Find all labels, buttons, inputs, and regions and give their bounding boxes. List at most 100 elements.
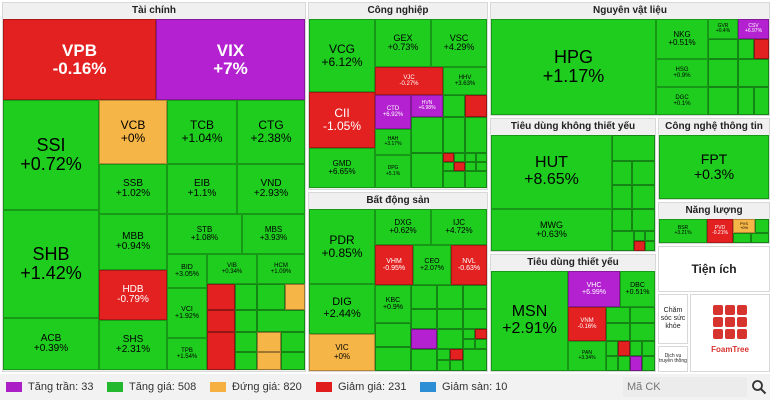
small-tile[interactable]	[612, 161, 632, 185]
small-tile[interactable]	[612, 209, 632, 231]
small-tile[interactable]	[618, 341, 630, 356]
stock-tile-dgc[interactable]: DGC +0.1%	[656, 87, 708, 115]
stock-code-search-input[interactable]	[623, 377, 747, 397]
small-tile[interactable]	[751, 233, 769, 243]
small-tile[interactable]	[281, 332, 305, 352]
stock-tile-ssi[interactable]: SSI +0.72%	[3, 100, 99, 210]
stock-tile-hsg[interactable]: HSG +0.9%	[656, 59, 708, 87]
small-tile[interactable]	[257, 310, 305, 332]
stock-tile-msn[interactable]: MSN +2.91%	[491, 271, 568, 371]
small-tile[interactable]	[476, 162, 487, 171]
small-tile[interactable]	[465, 171, 487, 188]
stock-tile-nkg[interactable]: NKG +0.51%	[656, 19, 708, 59]
small-tile[interactable]	[708, 39, 738, 59]
small-tile[interactable]	[632, 161, 655, 185]
stock-tile-vcg[interactable]: VCG +6.12%	[309, 19, 375, 92]
small-tile[interactable]	[437, 309, 463, 329]
stock-tile-kbc[interactable]: KBC +0.9%	[375, 285, 411, 323]
small-tile[interactable]	[257, 332, 281, 352]
stock-tile-shb[interactable]: SHB +1.42%	[3, 210, 99, 318]
small-tile[interactable]	[437, 360, 450, 371]
stock-tile-pvd[interactable]: PVD -0.21%	[707, 219, 733, 243]
stock-tile-mwg[interactable]: MWG +0.63%	[491, 209, 612, 251]
stock-tile-nvl[interactable]: NVL -0.63%	[451, 245, 487, 285]
small-tile[interactable]	[642, 356, 655, 371]
small-tile[interactable]	[443, 171, 465, 188]
small-tile[interactable]	[437, 285, 463, 309]
small-tile[interactable]	[476, 153, 487, 162]
small-tile[interactable]	[411, 349, 437, 371]
small-tile[interactable]	[463, 329, 475, 339]
stock-tile-bsr[interactable]: BSR +3.21%	[659, 219, 707, 243]
small-tile[interactable]	[612, 185, 632, 209]
stock-tile-vnd[interactable]: VND +2.93%	[237, 164, 305, 214]
stock-tile-pdr[interactable]: PDR +0.85%	[309, 209, 375, 284]
small-tile[interactable]	[755, 219, 769, 233]
stock-tile-pan[interactable]: PAN +3.34%	[568, 341, 606, 371]
sector-dich-vu-truyen-thong[interactable]: Dịch vụ truyền thông	[658, 346, 688, 372]
small-tile[interactable]	[463, 309, 487, 329]
stock-tile-dpg[interactable]: DPG +5.1%	[375, 155, 411, 188]
small-tile[interactable]	[475, 329, 487, 339]
small-tile[interactable]	[411, 309, 437, 329]
small-tile[interactable]	[281, 352, 305, 370]
stock-tile-vhm[interactable]: VHM -0.95%	[375, 245, 413, 285]
small-tile[interactable]	[443, 153, 454, 162]
small-tile[interactable]	[257, 352, 281, 370]
small-tile[interactable]	[235, 284, 257, 310]
small-tile[interactable]	[612, 231, 634, 251]
small-tile[interactable]	[738, 87, 754, 115]
small-tile[interactable]	[437, 329, 463, 349]
small-tile[interactable]	[463, 349, 487, 371]
stock-tile-acb[interactable]: ACB +0.39%	[3, 318, 99, 370]
small-tile[interactable]	[454, 153, 465, 162]
small-tile[interactable]	[630, 341, 642, 356]
small-tile[interactable]	[733, 233, 751, 243]
small-tile[interactable]	[606, 323, 630, 341]
small-tile[interactable]	[465, 153, 476, 162]
small-tile[interactable]	[630, 307, 655, 323]
small-tile[interactable]	[235, 352, 257, 370]
small-tile[interactable]	[257, 284, 285, 310]
small-tile[interactable]	[606, 307, 630, 323]
small-tile[interactable]	[645, 241, 655, 251]
small-tile[interactable]	[375, 347, 411, 371]
small-tile[interactable]	[207, 332, 235, 370]
small-tile[interactable]	[738, 39, 754, 59]
stock-tile-vpb[interactable]: VPB -0.16%	[3, 19, 156, 100]
stock-tile-stb[interactable]: STB +1.08%	[167, 214, 242, 254]
stock-tile-ijc[interactable]: IJC +4.72%	[431, 209, 487, 245]
small-tile[interactable]	[754, 39, 769, 59]
stock-tile-vci[interactable]: VCI +1.92%	[167, 288, 207, 338]
small-tile[interactable]	[450, 360, 463, 371]
stock-tile-ctg[interactable]: CTG +2.38%	[237, 100, 305, 164]
sector-tien-ich[interactable]: Tiện ích	[658, 246, 770, 292]
stock-tile-eib[interactable]: EIB +1.1%	[167, 164, 237, 214]
small-tile[interactable]	[632, 209, 655, 231]
small-tile[interactable]	[754, 87, 769, 115]
small-tile[interactable]	[618, 356, 630, 371]
small-tile[interactable]	[411, 153, 443, 188]
small-tile[interactable]	[642, 341, 655, 356]
small-tile[interactable]	[437, 349, 450, 360]
small-tile[interactable]	[708, 87, 738, 115]
small-tile[interactable]	[606, 356, 618, 371]
stock-tile-hhv[interactable]: HHV +3.63%	[443, 67, 487, 95]
stock-tile-hah[interactable]: HAH +3.17%	[375, 129, 411, 155]
stock-tile-mbs[interactable]: MBS +3.93%	[242, 214, 305, 254]
stock-tile-cii[interactable]: CII -1.05%	[309, 92, 375, 148]
small-tile[interactable]	[738, 59, 769, 87]
small-tile[interactable]	[630, 356, 642, 371]
stock-tile-shs[interactable]: SHS +2.31%	[99, 320, 167, 370]
stock-tile-hut[interactable]: HUT +8.65%	[491, 135, 612, 209]
stock-tile-gvr[interactable]: GVR +0.4%	[708, 19, 738, 39]
stock-tile-csv[interactable]: CSV +6.97%	[738, 19, 769, 39]
stock-tile-ctd[interactable]: CTD +6.92%	[375, 95, 411, 129]
stock-tile-vnm[interactable]: VNM -0.16%	[568, 307, 606, 341]
small-tile[interactable]	[207, 310, 235, 332]
sector-cham-soc-suc-khoe[interactable]: Chăm sóc sức khỏe	[658, 294, 688, 344]
stock-tile-gmd[interactable]: GMD +6.65%	[309, 148, 375, 188]
stock-tile-ssb[interactable]: SSB +1.02%	[99, 164, 167, 214]
stock-tile-vcb[interactable]: VCB +0%	[99, 100, 167, 164]
small-tile[interactable]	[235, 332, 257, 352]
